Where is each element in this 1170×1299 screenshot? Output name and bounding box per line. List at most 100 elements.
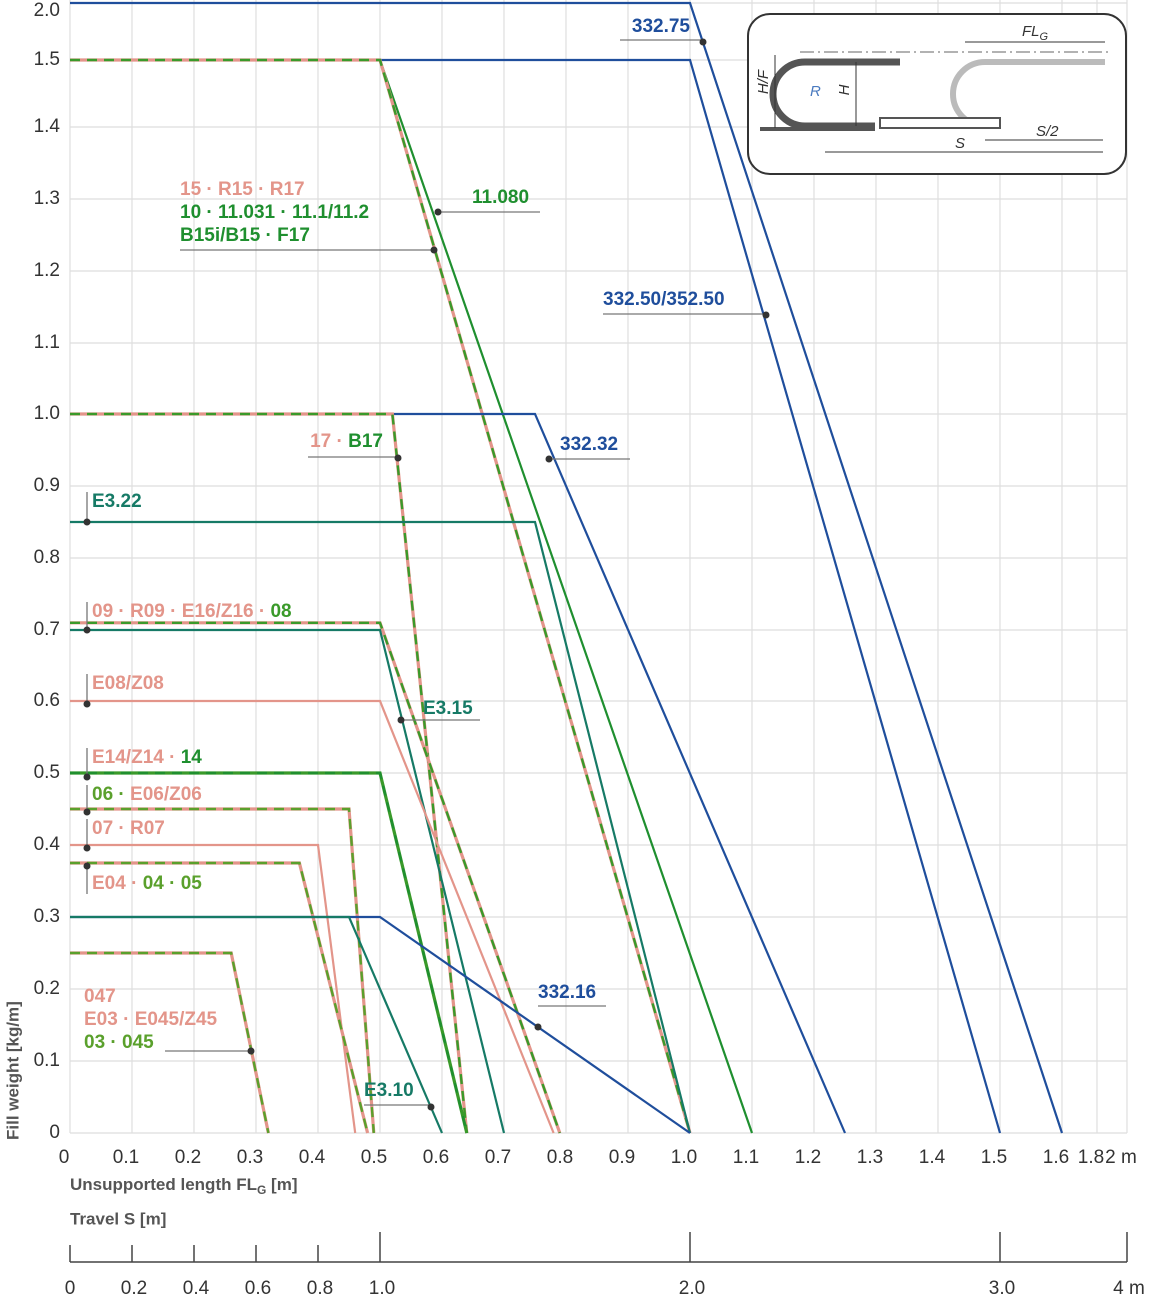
x-tick-label: 0 [59,1147,70,1168]
series-label-part: E3.15 [423,698,473,719]
x-tick-label: 0.4 [299,1147,326,1168]
y-tick-label: 0.6 [34,690,60,711]
series-label: 10 · 11.031 · 11.1/11.2 [180,202,369,223]
x-tick-label: 0.5 [361,1147,387,1168]
x-tick-label: 1.6 [1043,1147,1069,1168]
x2-tick-label: 0.2 [121,1278,147,1299]
x-tick-label: 0.3 [237,1147,263,1168]
series-line-dash [70,951,270,1134]
x2-tick-label: 0 [65,1278,76,1299]
y-axis-label: Fill weight [kg/m] [3,1001,22,1140]
series-label: E08/Z08 [92,673,164,694]
y-tick-label: 0.9 [34,475,60,496]
series-label-part: 332.32 [560,434,618,455]
series-label-part: 08 [270,601,291,622]
series-label-part: 14 [181,747,203,768]
series-label: 09 · R09 · E16/Z16 · 08 [92,601,292,622]
x2-tick-label: 0.4 [183,1278,210,1299]
y-tick-label: 0.8 [34,547,60,568]
x-tick-label: 2 m [1105,1147,1137,1168]
series-line-dash [70,412,468,1134]
label-dot [247,1047,255,1055]
inset-label: FLG [1022,23,1049,43]
inset-label: FL [1022,23,1040,40]
series-line [70,628,506,1134]
inset-label: H/F [755,69,772,94]
label-dot [83,700,91,708]
label-dot [83,862,91,870]
series-label: 332.50/352.50 [603,289,725,310]
series-label-part: 07 · R07 [92,818,165,839]
x-tick-label: 0.7 [485,1147,511,1168]
x2-tick-label: 0.8 [307,1278,333,1299]
series-label-part: E08/Z08 [92,673,164,694]
y-tick-label: 0.5 [34,762,60,783]
series-label-part: 10 · 11.031 · 11.1/11.2 [180,202,369,223]
series-label-part: B15i/B15 · F17 [180,225,310,246]
series-line [70,520,692,1134]
series-label-part: 06 · [92,784,130,805]
series-label-part: 03 · 045 [84,1032,154,1053]
series-label: E3.22 [92,491,142,512]
inset-frame [747,13,1127,175]
y-tick-label: 1.1 [34,332,60,353]
series-label-part: E14/Z14 · [92,747,181,768]
series-label: 332.16 [538,982,596,1003]
label-dot [83,808,91,816]
series-label-part: 047 [84,986,116,1007]
series-label: 06 · E06/Z06 [92,784,202,805]
label-dot [427,1103,435,1111]
series-label: E3.15 [423,698,473,719]
chain-loop [769,58,900,130]
y-tick-label: 1.3 [34,188,60,209]
x2-tick-label: 2.0 [679,1278,705,1299]
series-line [70,699,555,1134]
series-label-part: 332.16 [538,982,596,1003]
x2-tick-label: 1.0 [369,1278,395,1299]
series-label-part: E3.22 [92,491,142,512]
series-label-part: 332.75 [632,16,691,37]
series-line-dash [70,58,692,1134]
guide [760,127,875,131]
label-dot [83,844,91,852]
series-label: E04 · 04 · 05 [92,873,202,894]
series-label: 047 [84,986,116,1007]
label-dot [534,1023,542,1031]
inset-label: R [810,83,821,100]
series-line-dash [70,807,375,1134]
series-label: E3.10 [364,1080,414,1101]
y-tick-label: 1.2 [34,260,60,281]
series-label-part: E03 · E045/Z45 [84,1009,218,1030]
y-tick-label: 2.0 [34,0,60,21]
inset-label: G [1040,31,1049,43]
x2-tick-label: 0.6 [245,1278,271,1299]
guide [879,117,1001,129]
label-dot [83,773,91,781]
series-label: 332.32 [560,434,618,455]
x-tick-label: 1.0 [671,1147,697,1168]
series-label: E03 · E045/Z45 [84,1009,218,1030]
y-tick-label: 1.5 [34,49,60,70]
series-label: 11.080 [472,187,529,208]
series-label: 07 · R07 [92,818,165,839]
series-line-dash [70,771,468,1134]
inset-label: H [836,84,853,95]
x-tick-label: 0.9 [609,1147,635,1168]
series-label-part: 17 · [310,431,348,452]
x-tick-label: 1.1 [733,1147,759,1168]
x-axis-label: [m] [266,1175,297,1194]
series-label-part: 09 · R09 · E16/Z16 · [92,601,270,622]
x-tick-label: 1.3 [857,1147,883,1168]
y-tick-label: 0 [49,1122,60,1143]
x-tick-label: 0.2 [175,1147,201,1168]
x2-tick-label: 4 m [1113,1278,1145,1299]
x-axis-label: Unsupported length FL [70,1175,257,1194]
y-tick-label: 1.4 [34,116,61,137]
x-tick-label: 1.5 [981,1147,1007,1168]
label-dot [83,626,91,634]
series-label-part: 15 · R15 · R17 [180,179,305,200]
series-label-part: 11.080 [472,187,529,208]
series-label: 332.75 [632,16,691,37]
inset-label: S/2 [1036,123,1059,140]
